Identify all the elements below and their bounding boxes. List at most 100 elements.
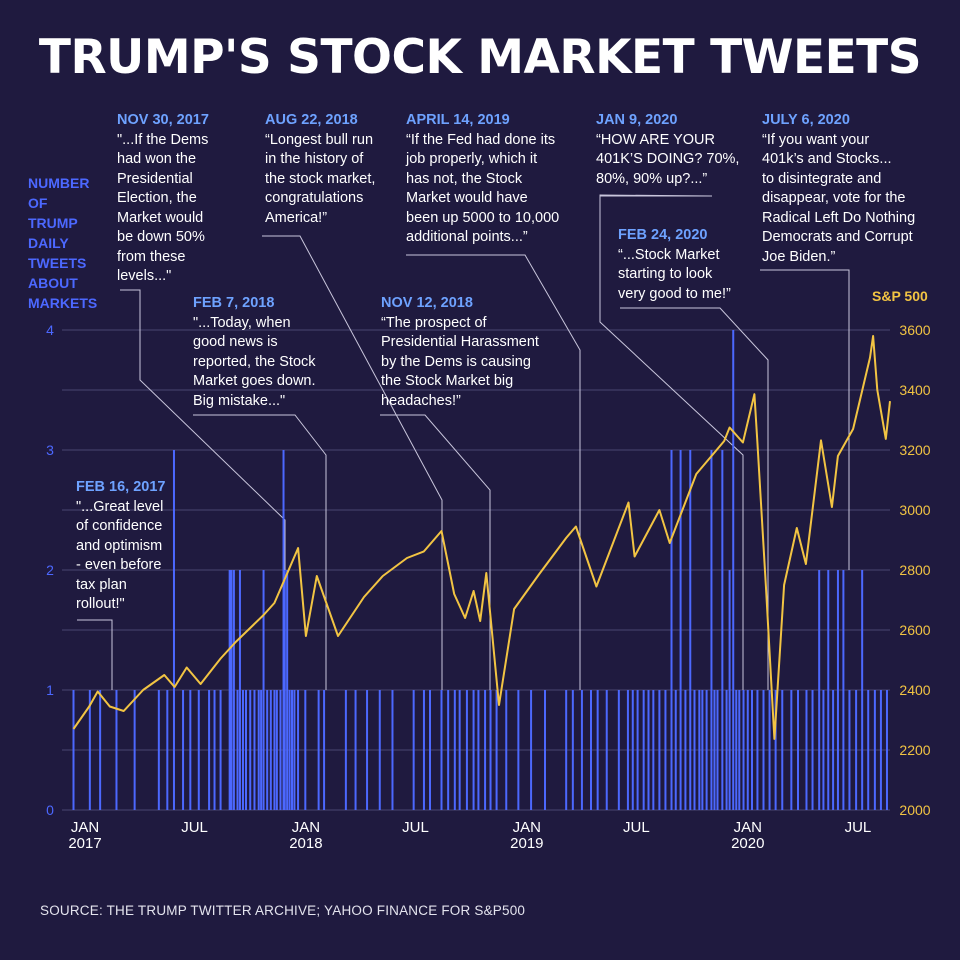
- tweet-bar: [440, 690, 443, 810]
- annotation-quote: “If you want your 401k’s and Stocks... t…: [762, 131, 916, 265]
- tweet-bar: [245, 690, 247, 810]
- right-axis-tick-label: 2600: [899, 622, 930, 638]
- tweet-bar: [275, 690, 278, 810]
- tweet-bar: [679, 450, 682, 810]
- annotation-jan-9-2020: JAN 9, 2020 “HOW ARE YOUR 401K’S DOING? …: [596, 111, 739, 189]
- tweet-bar: [291, 690, 293, 810]
- annotation-date: APRIL 14, 2019: [406, 112, 510, 128]
- tweet-bar: [286, 570, 289, 810]
- tweet-bar: [617, 690, 620, 810]
- annotation-date: FEB 16, 2017: [76, 479, 166, 495]
- tweet-bar: [213, 690, 216, 810]
- tweet-bar: [517, 690, 520, 810]
- x-axis-tick-label: JAN: [734, 819, 762, 836]
- tweet-bar: [544, 690, 546, 810]
- tweet-bar: [323, 690, 326, 810]
- tweet-bar: [797, 690, 799, 810]
- right-axis-tick-label: 3200: [899, 442, 930, 458]
- tweet-bar: [260, 690, 263, 810]
- tweet-bar: [429, 690, 431, 810]
- x-axis-tick-label: 2019: [510, 835, 543, 852]
- sp500-line: [72, 335, 891, 740]
- tweet-bar: [228, 570, 231, 810]
- tweet-bar: [701, 690, 704, 810]
- chart-title: TRUMP'S STOCK MARKET TWEETS: [38, 30, 922, 85]
- tweet-bar: [133, 690, 136, 810]
- tweet-bar: [781, 690, 784, 810]
- annotation-date: NOV 30, 2017: [117, 112, 209, 128]
- tweet-bar: [304, 690, 307, 810]
- annotation-leader-line: [262, 235, 443, 690]
- tweet-bar: [157, 690, 160, 810]
- tweet-bar: [670, 450, 673, 810]
- annotation-feb-16-2017: FEB 16, 2017 "...Great level of confiden…: [76, 478, 165, 615]
- left-axis-tick-label: 4: [46, 322, 54, 338]
- tweet-bar: [238, 570, 241, 810]
- tweet-bar: [391, 690, 394, 810]
- tweet-bar: [219, 690, 222, 810]
- tweet-bar: [279, 690, 282, 810]
- x-axis-tick-label: JAN: [513, 819, 541, 836]
- tweet-bar: [88, 690, 91, 810]
- right-axis-tick-label: 3000: [899, 502, 930, 518]
- tweet-bar: [728, 570, 731, 810]
- annotation-leader-line: [760, 269, 850, 570]
- tweet-bar: [742, 690, 745, 810]
- tweet-bar: [664, 690, 667, 810]
- tweet-bar: [172, 450, 175, 810]
- tweet-bar: [447, 690, 450, 810]
- tweet-bar: [848, 690, 851, 810]
- annotation-date: FEB 24, 2020: [618, 227, 708, 243]
- annotation-quote: “Longest bull run in the history of the …: [265, 131, 376, 226]
- tweet-bar: [232, 570, 235, 810]
- x-axis-tick-label: JAN: [71, 819, 99, 836]
- annotation-quote: "...Today, when good news is reported, t…: [193, 314, 316, 409]
- tweet-bar: [580, 690, 583, 810]
- tweet-bar: [166, 690, 169, 810]
- left-axis-tick-label: 1: [46, 682, 54, 698]
- tweet-bar: [590, 690, 592, 810]
- tweet-bar: [885, 690, 888, 810]
- annotation-april-14-2019: APRIL 14, 2019 “If the Fed had done its …: [406, 111, 559, 248]
- tweet-bar: [605, 690, 608, 810]
- tweet-bar: [236, 690, 239, 810]
- annotation-aug-22-2018: AUG 22, 2018 “Longest bull run in the hi…: [265, 111, 375, 228]
- tweet-bar: [495, 690, 498, 810]
- annotation-leader-line: [380, 414, 491, 690]
- left-axis-tick-label: 2: [46, 562, 54, 578]
- tweet-bar: [738, 690, 741, 810]
- tweet-bar: [652, 690, 655, 810]
- tweet-bar: [262, 570, 265, 810]
- tweet-bar: [273, 690, 276, 810]
- tweet-bar: [72, 690, 75, 810]
- x-axis-tick-label: 2020: [731, 835, 764, 852]
- tweet-bar: [674, 690, 677, 810]
- tweet-bar: [241, 690, 244, 810]
- tweet-bar: [735, 690, 738, 810]
- annotation-nov-12-2018: NOV 12, 2018 “The prospect of Presidenti…: [381, 294, 539, 411]
- annotation-date: JULY 6, 2020: [762, 112, 850, 128]
- annotation-nov-30-2017: NOV 30, 2017 "...If the Dems had won the…: [117, 111, 209, 287]
- x-axis-tick-label: 2018: [289, 835, 322, 852]
- tweet-bar: [354, 690, 357, 810]
- tweet-bar: [288, 690, 291, 810]
- tweet-bar: [282, 450, 285, 810]
- tweet-bar: [698, 690, 701, 810]
- annotation-quote: "...If the Dems had won the Presidential…: [117, 131, 209, 285]
- tweet-bar: [693, 690, 696, 810]
- tweet-bar: [746, 690, 749, 810]
- tweet-bar: [768, 690, 771, 810]
- tweet-bar: [197, 690, 200, 810]
- tweet-bar: [713, 690, 716, 810]
- annotation-quote: “If the Fed had done its job properly, w…: [406, 131, 560, 246]
- tweet-bar: [867, 690, 870, 810]
- annotation-date: JAN 9, 2020: [596, 112, 678, 128]
- annotation-date: NOV 12, 2018: [381, 295, 473, 311]
- tweet-bar: [505, 690, 508, 810]
- tweet-bar: [626, 690, 629, 810]
- x-axis-tick-label: JUL: [845, 819, 872, 836]
- right-axis-tick-label: 2000: [899, 802, 930, 818]
- tweet-bar: [822, 690, 825, 810]
